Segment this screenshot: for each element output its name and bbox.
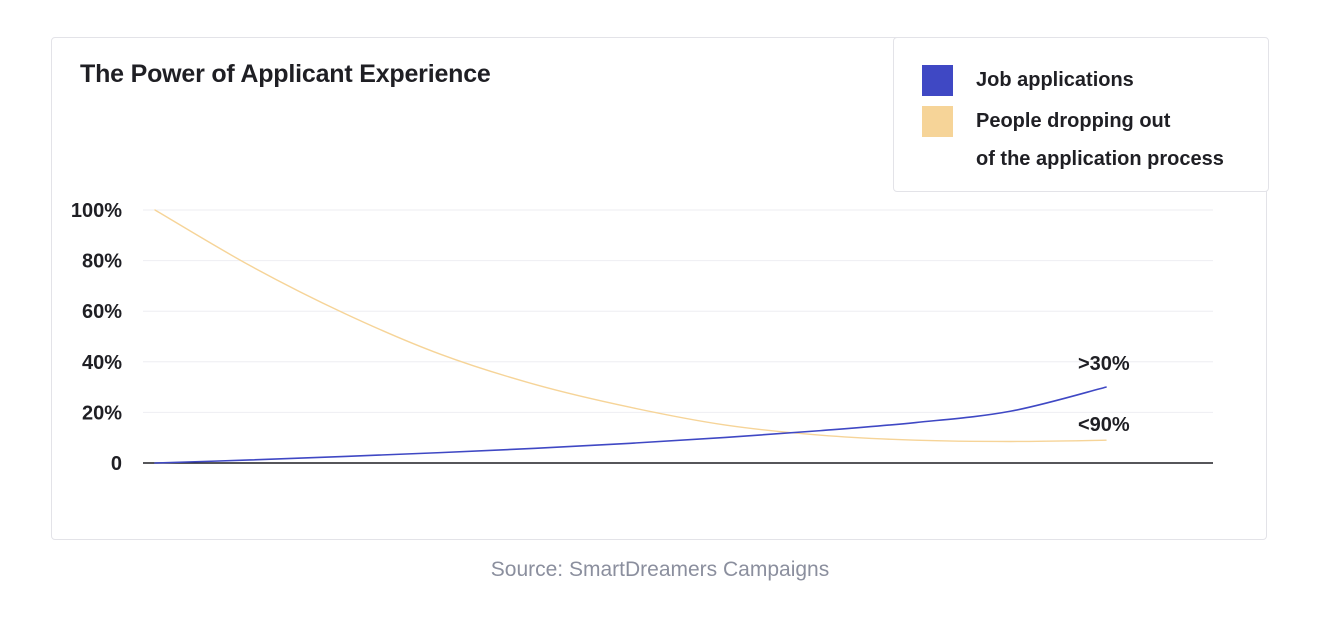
y-tick-label: 100% xyxy=(71,200,122,222)
legend-item-people-dropping-out: People dropping out of the application p… xyxy=(922,106,1224,178)
legend-label-job-applications: Job applications xyxy=(976,69,1134,91)
chart-title: The Power of Applicant Experience xyxy=(80,60,491,88)
y-tick-label: 60% xyxy=(82,301,122,323)
end-label-people-dropping-out: <90% xyxy=(1078,414,1130,436)
series-line-people-dropping-out xyxy=(154,209,1107,443)
y-tick-label: 20% xyxy=(82,402,122,424)
chart-legend: Job applications People dropping out of … xyxy=(893,37,1269,192)
series-line-job-applications xyxy=(154,386,1107,464)
legend-swatch-people-dropping-out xyxy=(922,106,953,137)
legend-item-job-applications: Job applications xyxy=(922,65,1134,99)
legend-swatch-job-applications xyxy=(922,65,953,96)
y-tick-label: 80% xyxy=(82,251,122,273)
end-label-job-applications: >30% xyxy=(1078,353,1130,375)
legend-label-people-dropping-out: People dropping out of the application p… xyxy=(976,110,1224,170)
y-tick-label: 0 xyxy=(111,453,122,475)
y-tick-label: 40% xyxy=(82,352,122,374)
source-note: Source: SmartDreamers Campaigns xyxy=(490,558,830,581)
